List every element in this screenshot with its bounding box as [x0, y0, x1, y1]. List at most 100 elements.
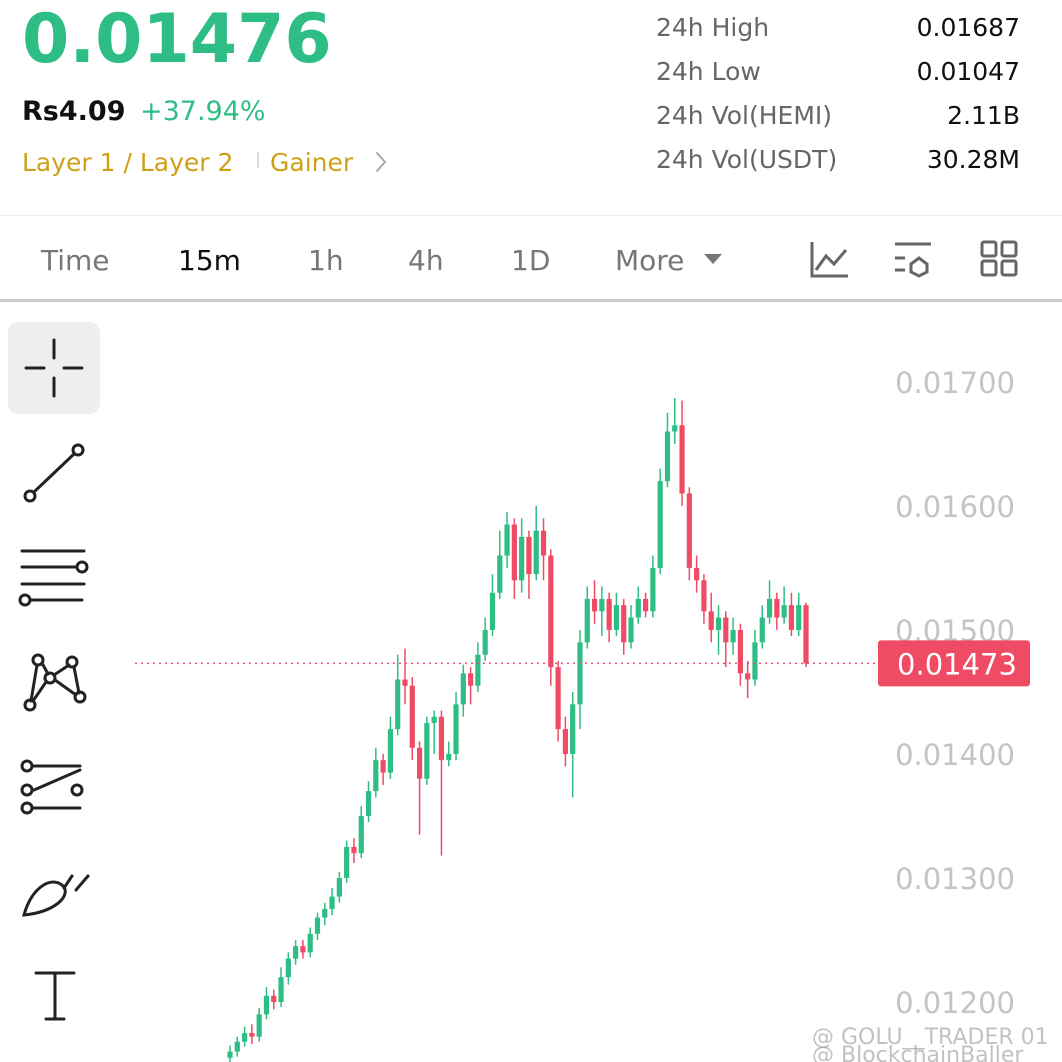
change: +37.94% — [140, 96, 266, 127]
line-tool[interactable] — [23, 443, 85, 503]
candle-body — [336, 877, 342, 897]
candle-body — [293, 946, 299, 959]
candle-body — [402, 679, 408, 686]
stat-value: 2.11B — [947, 101, 1020, 130]
candle-body — [468, 673, 474, 686]
stat-label: 24h Vol(HEMI) — [656, 101, 832, 130]
candle-body — [358, 815, 364, 854]
tabs: Time 15m 1h 4h 1D More — [40, 244, 684, 277]
candle-body — [227, 1051, 233, 1058]
y-tick-label: 0.01300 — [895, 862, 1015, 896]
tag[interactable]: Layer 1 / Layer 2 — [22, 148, 233, 177]
chevron[interactable] — [376, 152, 387, 172]
candle-body — [497, 555, 503, 593]
candle-body — [380, 760, 386, 773]
candle-body — [460, 673, 466, 705]
last-price-label: 0.01473 — [897, 647, 1017, 681]
candle-body — [307, 933, 313, 953]
candle-body — [285, 958, 291, 978]
candle-body — [759, 617, 765, 643]
candle-body — [526, 536, 532, 575]
candle-body — [511, 524, 517, 581]
candle-body — [766, 598, 773, 618]
candle-body — [504, 524, 510, 556]
candle-body — [650, 567, 656, 612]
candle-body — [409, 685, 415, 748]
candle-body — [781, 605, 787, 618]
candle-body — [424, 722, 430, 779]
tab[interactable]: 1D — [511, 244, 550, 277]
candle-body — [715, 617, 722, 630]
candle-body — [737, 629, 743, 674]
stat-value: 30.28M — [927, 145, 1020, 174]
candle-body — [365, 791, 372, 816]
pattern-tool[interactable] — [23, 653, 87, 712]
candle-body — [577, 642, 583, 705]
candle-body — [642, 598, 649, 612]
candle-body — [446, 753, 452, 761]
separator — [0, 299, 1062, 302]
candle-body — [416, 747, 423, 779]
candle-body — [431, 716, 437, 723]
stat-label: 24h Vol(USDT) — [656, 145, 837, 174]
candle-body — [796, 605, 802, 630]
candle-body — [278, 977, 284, 1002]
tool-active[interactable] — [8, 322, 100, 414]
candle-body — [314, 917, 321, 934]
candle-body — [540, 530, 547, 556]
candle-body — [271, 995, 277, 1002]
candle-body — [489, 592, 496, 630]
candle-body — [591, 598, 598, 612]
chart-settings-icons[interactable] — [810, 240, 1018, 278]
candle-body — [373, 760, 379, 792]
candle-body — [300, 946, 306, 953]
candle-body — [745, 673, 751, 680]
candle-body — [570, 704, 576, 754]
tab[interactable]: 1h — [308, 244, 344, 277]
candle-body — [548, 555, 554, 668]
dropdown-arrow[interactable] — [704, 254, 722, 264]
tab[interactable]: 4h — [408, 244, 444, 277]
candle-body — [322, 908, 328, 918]
candle-body — [263, 995, 270, 1015]
candle-body — [241, 1032, 248, 1042]
candle-body — [752, 642, 758, 680]
candle-body — [628, 617, 634, 643]
stat-value: 0.01047 — [917, 57, 1020, 86]
drawing-toolbar — [8, 322, 100, 1021]
separator — [0, 215, 1062, 216]
stat-label: 24h Low — [656, 57, 761, 86]
chart: 0.012000.013000.014000.015000.016000.017… — [135, 366, 1030, 1062]
candle-body — [730, 629, 736, 643]
tab[interactable]: Time — [40, 244, 110, 277]
candle-body — [657, 481, 663, 568]
watermark: @ BlockchainBaller — [812, 1043, 1024, 1062]
candle-body — [453, 704, 459, 754]
text-tool[interactable] — [34, 971, 76, 1021]
fib-tool[interactable] — [20, 759, 84, 815]
candle-body — [694, 567, 700, 581]
crosshair-tool[interactable] — [24, 338, 84, 398]
candle-body — [482, 629, 488, 655]
candle-body — [672, 425, 678, 432]
y-tick-label: 0.01700 — [895, 366, 1015, 400]
candle-body — [664, 431, 671, 482]
candle-body — [555, 667, 561, 730]
stat-value: 0.01687 — [917, 13, 1020, 42]
y-tick-label: 0.01200 — [895, 986, 1015, 1020]
tag[interactable]: Gainer — [270, 148, 354, 177]
candle-body — [395, 679, 401, 730]
candle-body — [519, 536, 525, 581]
candle-body — [701, 580, 707, 612]
divider — [257, 152, 259, 168]
tab[interactable]: 15m — [178, 244, 241, 277]
y-tick-label: 0.01400 — [895, 738, 1015, 772]
brush-tool[interactable] — [21, 874, 90, 917]
candle-body — [803, 605, 809, 664]
parallel-tool[interactable] — [18, 549, 89, 607]
tab[interactable]: More — [615, 244, 684, 277]
candle-body — [256, 1014, 262, 1037]
candle-body — [723, 617, 729, 643]
watermark: @ GOLU__TRADER 01 — [812, 1025, 1049, 1050]
